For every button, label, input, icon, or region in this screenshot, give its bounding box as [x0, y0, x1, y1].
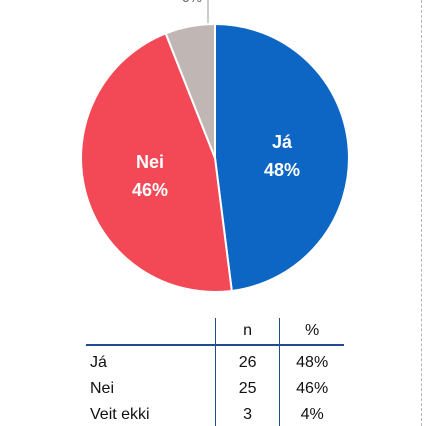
table-row: Nei 25 46%: [86, 376, 344, 402]
slice-label-percent: 48%: [264, 160, 300, 180]
table-row: Veit ekki 3 4%: [86, 402, 344, 426]
results-table: n % Já 26 48% Nei 25 46% Veit ekki 3: [86, 318, 344, 426]
header-n: n: [214, 318, 281, 345]
row-percent: 46%: [296, 380, 329, 397]
row-label: Nei: [90, 380, 115, 397]
pie-slice-2: [80, 32, 233, 293]
header-label: [86, 318, 215, 345]
slice-label-name: Já: [272, 132, 293, 152]
dashed-guide-line: [421, 0, 422, 426]
pie-slice-1: [214, 22, 350, 293]
pie-slice-3: [164, 22, 216, 159]
row-count: 26: [214, 345, 281, 376]
table-body: Já 26 48% Nei 25 46% Veit ekki 3 4%: [86, 345, 344, 426]
row-label: Já: [90, 354, 107, 371]
row-count: 3: [214, 402, 281, 426]
row-percent: 48%: [296, 354, 329, 371]
slice-label-percent: 46%: [132, 180, 168, 200]
slice-label-small-percent: 6%: [182, 0, 202, 5]
header-row: n %: [86, 318, 344, 345]
table-header: n %: [86, 318, 344, 345]
results-table-container: n % Já 26 48% Nei 25 46% Veit ekki 3: [86, 318, 344, 426]
pie-chart: 6% Já 48% Nei 46%: [80, 0, 350, 293]
header-percent: %: [305, 322, 320, 339]
row-label: Veit ekki: [90, 406, 150, 423]
table-row: Já 26 48%: [86, 345, 344, 376]
row-count: 25: [214, 376, 281, 402]
row-percent: 4%: [300, 406, 324, 423]
slice-label-name: Nei: [136, 152, 164, 172]
